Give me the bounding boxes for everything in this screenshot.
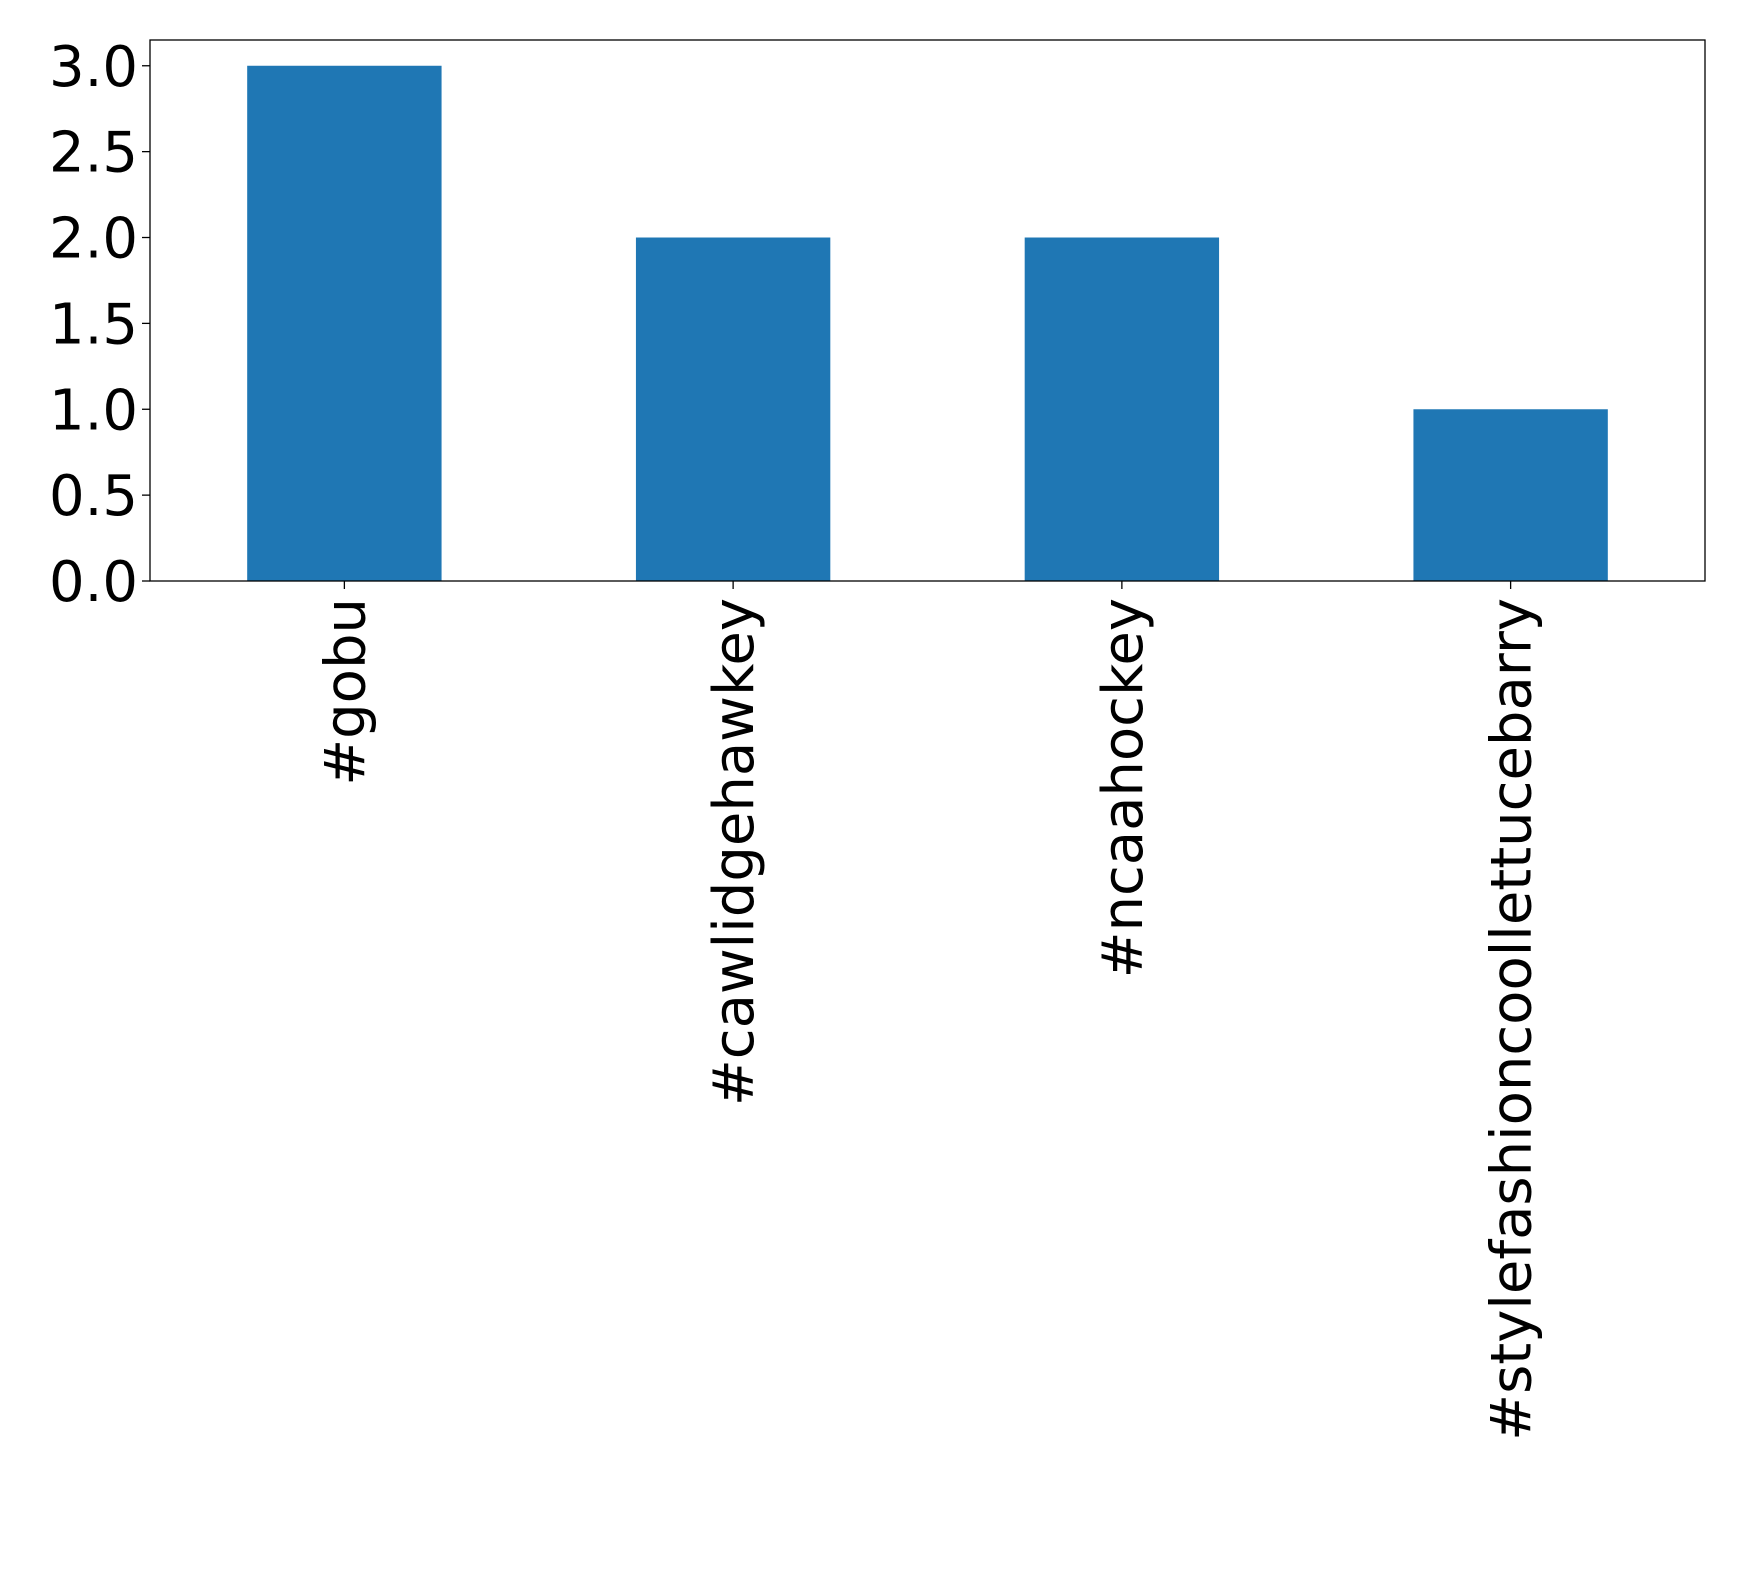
bars-group	[247, 65, 1608, 581]
x-tick-label-1: #cawlidgehawkey	[702, 598, 767, 1106]
y-tick-label-6: 3.0	[49, 35, 138, 100]
x-axis: #gobu #cawlidgehawkey #ncaahockey #stylefas…	[313, 581, 1545, 1441]
y-tick-label-4: 2.0	[49, 207, 138, 272]
plot-frame	[149, 39, 1706, 582]
y-tick-label-2: 1.0	[49, 378, 138, 443]
x-tick-label-0: #gobu	[313, 598, 378, 786]
bar-2	[1024, 237, 1220, 581]
y-tick-label-0: 0.0	[49, 550, 138, 615]
bar-1	[635, 237, 831, 581]
bar-0	[247, 65, 442, 581]
y-tick-label-3: 1.5	[49, 292, 138, 357]
x-tick-label-2: #ncaahockey	[1091, 598, 1156, 978]
y-axis: 0.0 0.5 1.0 1.5 2.0 2.5 3.0	[49, 35, 150, 615]
bar-3	[1413, 409, 1608, 581]
x-tick-label-3: #stylefashioncoollettucebarry	[1480, 598, 1545, 1441]
y-tick-label-5: 2.5	[49, 121, 138, 186]
y-tick-label-1: 0.5	[49, 464, 138, 529]
